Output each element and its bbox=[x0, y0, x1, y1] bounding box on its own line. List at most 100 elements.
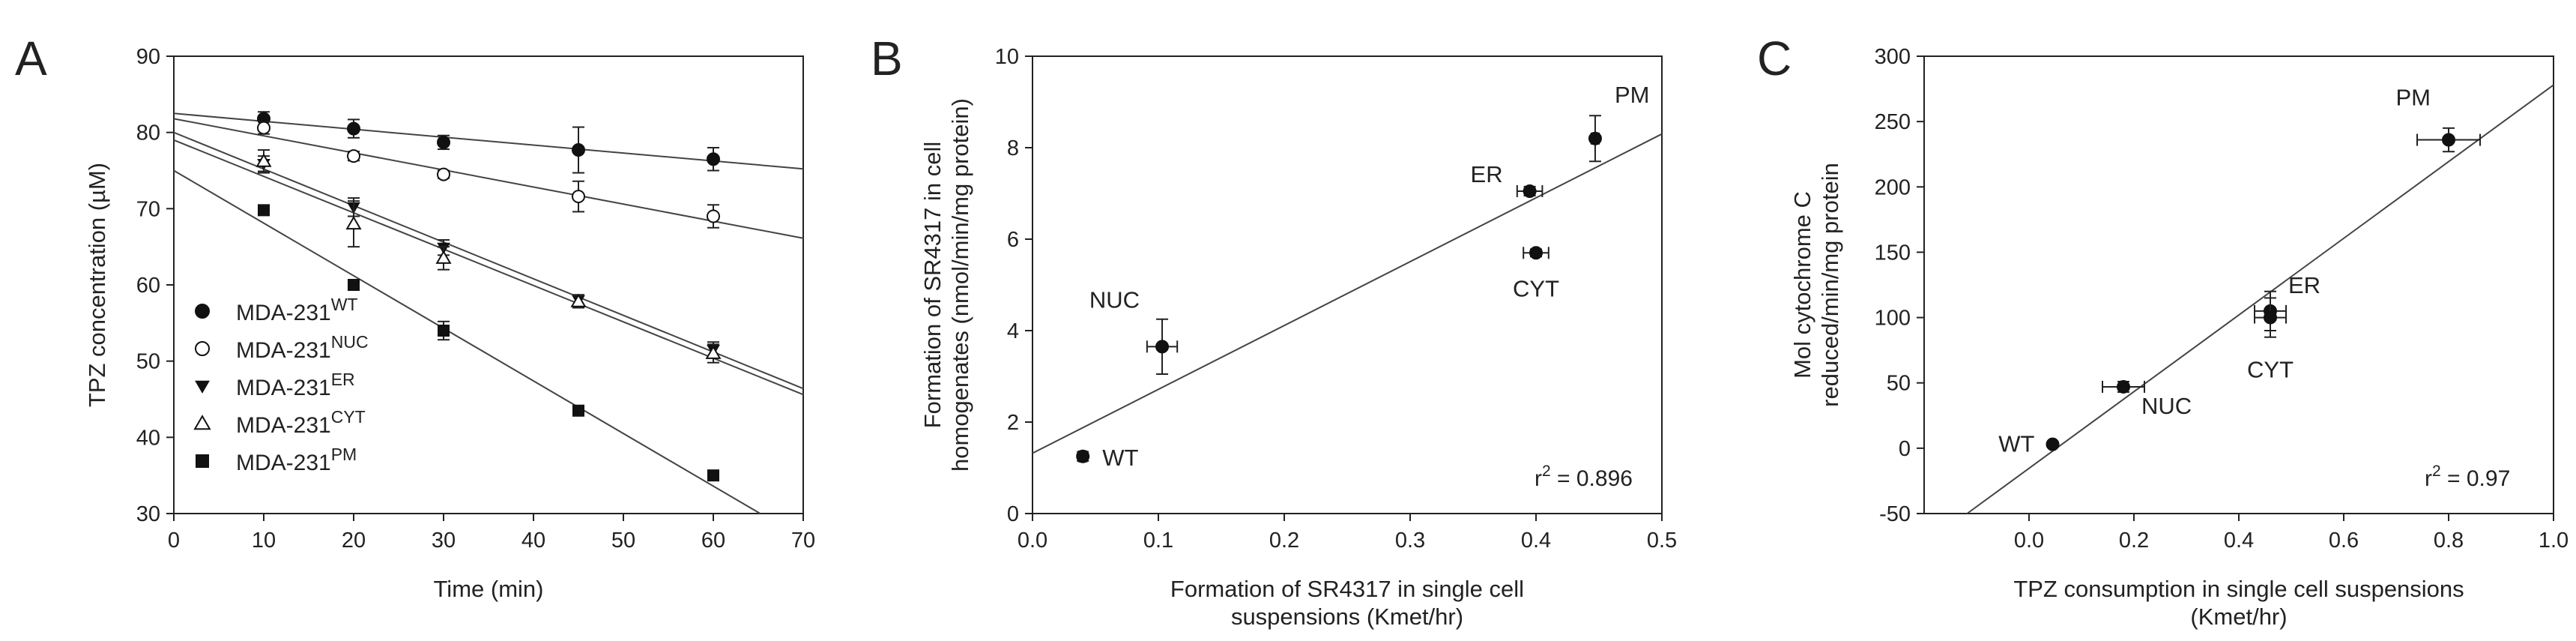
y-tick-label: 0 bbox=[1007, 502, 1019, 526]
y-tick-label: 250 bbox=[1875, 110, 1911, 134]
data-point-cyt bbox=[1529, 246, 1543, 260]
panel-c-chart: C 0.0 0.2 0.4 0.6 0.8 1.0 -50 0 50 100 150 200 250 30… bbox=[1757, 31, 2569, 630]
point-label-wt: WT bbox=[1998, 431, 2034, 457]
panel-a-fit-lines bbox=[173, 112, 804, 514]
data-point-cyt bbox=[2264, 310, 2277, 325]
panel-b-x-axis-title-line-2: suspensions (Kmet/hr) bbox=[1231, 604, 1463, 630]
legend-marker-er bbox=[195, 380, 210, 394]
x-tick-label: 0.2 bbox=[2119, 529, 2149, 553]
data-point-pm bbox=[258, 204, 270, 217]
data-point-cyt bbox=[435, 250, 452, 264]
panel-b-r-squared: r2 = 0.896 bbox=[1535, 463, 1633, 491]
data-point-nuc bbox=[347, 149, 360, 163]
y-tick-label: 150 bbox=[1875, 241, 1911, 265]
data-point-pm bbox=[1588, 131, 1602, 145]
x-tick-label: 0 bbox=[168, 529, 180, 553]
data-point-nuc bbox=[707, 209, 720, 223]
y-tick-label: 90 bbox=[136, 45, 160, 69]
x-tick-label: 60 bbox=[701, 529, 725, 553]
legend-marker-pm bbox=[196, 454, 209, 468]
x-tick-label: 70 bbox=[791, 529, 815, 553]
panel-c-ticks: 0.0 0.2 0.4 0.6 0.8 1.0 -50 0 50 100 150 200 250 300 bbox=[1875, 45, 2569, 553]
panel-a-letter: A bbox=[15, 31, 47, 85]
x-tick-label: 0.4 bbox=[1521, 529, 1551, 553]
legend-label-cyt: MDA-231CYT bbox=[236, 407, 366, 438]
panel-c-x-axis-title-line-2: (Kmet/hr) bbox=[2190, 604, 2287, 630]
panel-b-plot-frame bbox=[1032, 55, 1663, 514]
data-point-pm bbox=[348, 279, 360, 291]
panel-a-x-axis-title: Time (min) bbox=[434, 576, 544, 602]
panel-c-y-axis-title-line-2: reduced/min/mg protein bbox=[1817, 163, 1843, 407]
point-label-cyt: CYT bbox=[1513, 275, 1559, 301]
panel-c-data-points bbox=[2046, 127, 2481, 451]
data-point-nuc bbox=[2117, 379, 2130, 394]
legend-marker-nuc bbox=[195, 341, 210, 356]
data-point-cyt bbox=[570, 293, 587, 307]
panel-a-chart: A 0 10 20 30 40 50 60 70 30 40 50 60 70 80 90 Time (mi… bbox=[15, 31, 815, 602]
x-tick-label: 1.0 bbox=[2539, 529, 2569, 553]
panel-a-data-points bbox=[256, 111, 722, 482]
fit-line-wt bbox=[173, 112, 804, 170]
panel-c-letter: C bbox=[1757, 31, 1792, 85]
y-tick-label: 30 bbox=[136, 502, 160, 526]
x-tick-label: 0.4 bbox=[2224, 529, 2254, 553]
panel-b-data-points bbox=[1076, 115, 1602, 463]
x-tick-label: 0.0 bbox=[1018, 529, 1047, 553]
legend-label-er: MDA-231ER bbox=[236, 370, 355, 400]
panel-b-ticks: 0.0 0.1 0.2 0.3 0.4 0.5 0 2 4 6 8 10 bbox=[995, 45, 1677, 553]
x-tick-label: 50 bbox=[611, 529, 635, 553]
legend-label-pm: MDA-231PM bbox=[236, 445, 357, 475]
panel-c-r-squared: r2 = 0.97 bbox=[2425, 463, 2510, 491]
panel-b-point-labels: WT NUC ER CYT PM bbox=[1089, 82, 1650, 471]
x-tick-label: 0.5 bbox=[1647, 529, 1677, 553]
panel-b-letter: B bbox=[871, 31, 903, 85]
point-label-er: ER bbox=[1471, 161, 1503, 187]
legend-label-nuc: MDA-231NUC bbox=[236, 332, 369, 363]
y-tick-label: 300 bbox=[1875, 45, 1911, 69]
y-tick-label: -50 bbox=[1879, 502, 1911, 526]
x-tick-label: 0.6 bbox=[2329, 529, 2359, 553]
y-tick-label: 2 bbox=[1007, 411, 1019, 435]
x-tick-label: 10 bbox=[252, 529, 276, 553]
x-tick-label: 0.0 bbox=[2014, 529, 2044, 553]
y-tick-label: 50 bbox=[1887, 372, 1911, 396]
data-point-nuc bbox=[572, 190, 585, 204]
data-point-er bbox=[1523, 184, 1537, 198]
point-label-nuc: NUC bbox=[1089, 286, 1140, 313]
x-tick-label: 0.2 bbox=[1269, 529, 1299, 553]
y-tick-label: 40 bbox=[136, 426, 160, 450]
fit-line-er bbox=[173, 131, 804, 390]
panel-a-y-axis-title: TPZ concentration (µM) bbox=[84, 163, 110, 407]
y-tick-label: 4 bbox=[1007, 319, 1019, 343]
x-tick-label: 40 bbox=[521, 529, 545, 553]
panel-c-x-axis-title-line-1: TPZ consumption in single cell suspensio… bbox=[2013, 576, 2464, 602]
data-point-wt bbox=[347, 121, 360, 136]
point-label-er: ER bbox=[2288, 272, 2320, 298]
legend-marker-cyt bbox=[193, 415, 211, 430]
data-point-wt bbox=[707, 152, 720, 166]
x-tick-label: 20 bbox=[342, 529, 366, 553]
panel-b-y-axis-title-line-2: homogenates (nmol/min/mg protein) bbox=[947, 98, 973, 472]
panel-c-y-axis-title-line-1: Mol cytochrome C bbox=[1789, 191, 1815, 379]
data-point-wt bbox=[2046, 437, 2060, 451]
y-tick-label: 60 bbox=[136, 274, 160, 298]
point-label-pm: PM bbox=[1615, 82, 1650, 108]
point-label-cyt: CYT bbox=[2247, 357, 2294, 383]
y-tick-label: 80 bbox=[136, 121, 160, 145]
x-tick-label: 0.8 bbox=[2434, 529, 2464, 553]
data-point-cyt bbox=[705, 345, 722, 359]
point-label-pm: PM bbox=[2396, 85, 2431, 111]
data-point-nuc bbox=[1155, 340, 1170, 354]
y-tick-label: 50 bbox=[136, 350, 160, 374]
panel-b-fit-line-group bbox=[1032, 133, 1663, 454]
panel-b-y-axis-title-line-1: Formation of SR4317 in cell bbox=[919, 142, 946, 429]
fit-line-cyt bbox=[173, 139, 804, 396]
legend-marker-wt bbox=[195, 304, 210, 319]
data-point-cyt bbox=[345, 215, 362, 230]
point-label-wt: WT bbox=[1102, 445, 1138, 471]
data-point-nuc bbox=[257, 121, 270, 135]
data-point-pm bbox=[2442, 133, 2455, 147]
point-label-nuc: NUC bbox=[2141, 393, 2192, 419]
legend-label-wt: MDA-231WT bbox=[236, 295, 357, 325]
